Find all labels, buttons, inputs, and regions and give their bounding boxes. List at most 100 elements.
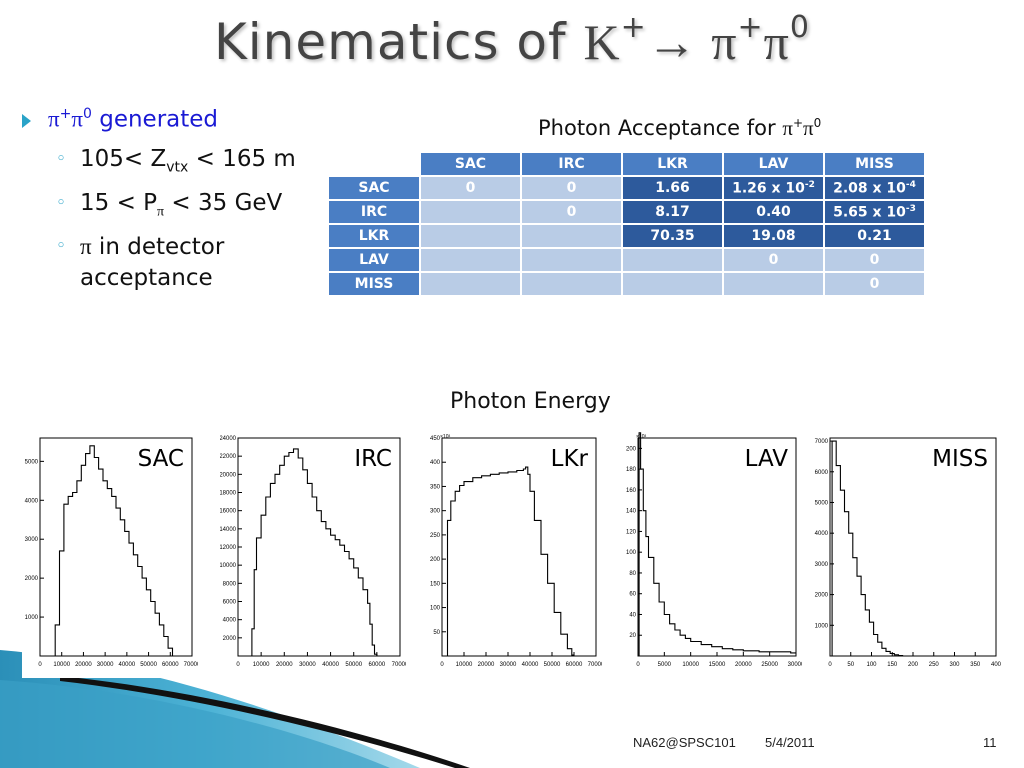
table-cell: 0 xyxy=(522,201,621,223)
y-tick-label: 4000 xyxy=(223,618,237,624)
y-tick-label: 400 xyxy=(430,460,441,466)
column-header: LAV xyxy=(724,153,823,175)
histogram-series xyxy=(442,466,575,657)
x-tick-label: 20000 xyxy=(75,662,92,668)
plot-frame xyxy=(39,437,193,657)
y-tick-label: 80 xyxy=(629,571,636,577)
table-cell: 0 xyxy=(825,249,924,271)
x-tick-label: 60000 xyxy=(162,662,179,668)
table-cell: 0 xyxy=(522,177,621,199)
y-tick-label: 450 xyxy=(430,436,441,442)
table-cell xyxy=(421,273,520,295)
x-tick-label: 0 xyxy=(636,662,640,668)
x-tick-label: 100 xyxy=(866,662,877,668)
histogram-sac-svg: 0 10000 20000 30000 40000 50000 60000 70000 1000… xyxy=(25,437,198,668)
histogram-label: LAV xyxy=(744,446,788,472)
bullet-momentum: ◦ 15 < Pπ < 35 GeV xyxy=(56,189,283,220)
x-tick-label: 30000 xyxy=(299,662,316,668)
y-tick-label: 300 xyxy=(430,509,441,515)
histogram-series xyxy=(830,440,996,657)
y-tick-label: 100 xyxy=(626,550,637,556)
slide-title: Kinematics of K+→ π+π0 xyxy=(214,10,810,71)
x-tick-label: 10000 xyxy=(53,662,70,668)
x-tick-label: 200 xyxy=(908,662,919,668)
table-cell: 5.65 x 10-3 xyxy=(825,201,924,223)
table-cell xyxy=(522,225,621,247)
y-tick-label: 250 xyxy=(430,533,441,539)
table-cell: 0 xyxy=(421,177,520,199)
table-cell xyxy=(623,273,722,295)
y-tick-label: 4000 xyxy=(815,531,829,537)
table-cell xyxy=(623,249,722,271)
bullet-zvtx: ◦ 105< Zvtx < 165 m xyxy=(56,146,296,176)
row-header: LKR xyxy=(329,225,419,247)
column-header: SAC xyxy=(421,153,520,175)
y-tick-label: 8000 xyxy=(223,581,237,587)
table-cell: 0.40 xyxy=(724,201,823,223)
x-tick-label: 40000 xyxy=(322,662,339,668)
table-cell: 0 xyxy=(825,273,924,295)
y-tick-label: 3000 xyxy=(815,562,829,568)
bullet-generated: π+π0 generated xyxy=(18,106,340,140)
histogram-label: LKr xyxy=(550,446,588,472)
x-tick-label: 70000 xyxy=(392,662,406,668)
y-tick-label: 4000 xyxy=(25,498,39,504)
histogram-irc: 0 10000 20000 30000 40000 50000 60000 70000 2000… xyxy=(220,432,406,668)
x-tick-label: 300 xyxy=(949,662,960,668)
column-header: MISS xyxy=(825,153,924,175)
y-tick-label: 3000 xyxy=(25,537,39,543)
histogram-irc-svg: 0 10000 20000 30000 40000 50000 60000 70000 2000… xyxy=(220,436,406,668)
histogram-series xyxy=(238,448,378,657)
footer-date: 5/4/2011 xyxy=(765,735,815,750)
x-tick-label: 15000 xyxy=(709,662,726,668)
y-tick-label: 50 xyxy=(433,630,440,636)
x-tick-label: 10000 xyxy=(253,662,270,668)
y-tick-label: 200 xyxy=(626,446,637,452)
y-tick-label: 20 xyxy=(629,633,636,639)
y-tick-label: 24000 xyxy=(220,436,237,442)
x-tick-label: 5000 xyxy=(658,662,672,668)
footer-event: NA62@SPSC101 xyxy=(633,735,736,750)
histogram-miss: 0 50 100 150 200 250 300 350 400 1000 2000 3000 4000… xyxy=(812,432,1002,668)
sub-bullet-circle-icon: ◦ xyxy=(56,149,67,169)
acceptance-table: SAC IRC LKR LAV MISS SAC 0 0 1.66 1.26 x… xyxy=(327,151,926,297)
table-title: Photon Acceptance for π+π0 xyxy=(538,116,822,140)
y-tick-label: 150 xyxy=(430,581,441,587)
histogram-label: SAC xyxy=(137,446,184,472)
table-row: SAC 0 0 1.66 1.26 x 10-2 2.08 x 10-4 xyxy=(329,177,924,199)
x-tick-label: 250 xyxy=(929,662,940,668)
x-tick-label: 20000 xyxy=(478,662,495,668)
x-tick-label: 30000 xyxy=(500,662,517,668)
histogram-lav: 0 5000 10000 15000 20000 25000 30000 20 40 60 80 10… xyxy=(620,432,802,668)
column-header: IRC xyxy=(522,153,621,175)
y-tick-label: 180 xyxy=(626,467,637,473)
histogram-label: IRC xyxy=(354,446,392,472)
table-row: LAV 0 0 xyxy=(329,249,924,271)
x-tick-label: 60000 xyxy=(369,662,386,668)
y-multiplier: ×10³ xyxy=(636,434,646,440)
y-tick-label: 140 xyxy=(626,509,637,515)
y-tick-label: 160 xyxy=(626,488,637,494)
table-row: MISS 0 xyxy=(329,273,924,295)
y-tick-label: 6000 xyxy=(223,600,237,606)
x-tick-label: 50000 xyxy=(140,662,157,668)
histogram-lkr: 0 10000 20000 30000 40000 50000 60000 70000 50 10… xyxy=(424,432,602,668)
x-tick-label: 30000 xyxy=(97,662,114,668)
table-cell: 1.66 xyxy=(623,177,722,199)
y-tick-label: 5000 xyxy=(25,459,39,465)
x-tick-label: 40000 xyxy=(119,662,136,668)
histogram-series xyxy=(638,432,796,657)
histogram-lav-svg: 0 5000 10000 15000 20000 25000 30000 20 40 60 80 10… xyxy=(626,432,802,668)
y-tick-label: 120 xyxy=(626,529,637,535)
y-tick-label: 6000 xyxy=(815,470,829,476)
x-tick-label: 70000 xyxy=(184,662,198,668)
y-tick-label: 1000 xyxy=(815,623,829,629)
x-tick-label: 0 xyxy=(828,662,832,668)
photon-energy-title: Photon Energy xyxy=(450,389,611,414)
bullet-acceptance: ◦ π in detector acceptance xyxy=(18,231,340,294)
y-multiplier: ×10³ xyxy=(440,434,450,440)
table-corner xyxy=(329,153,419,175)
y-tick-label: 2000 xyxy=(815,593,829,599)
table-cell: 0.21 xyxy=(825,225,924,247)
histogram-series xyxy=(40,445,175,657)
